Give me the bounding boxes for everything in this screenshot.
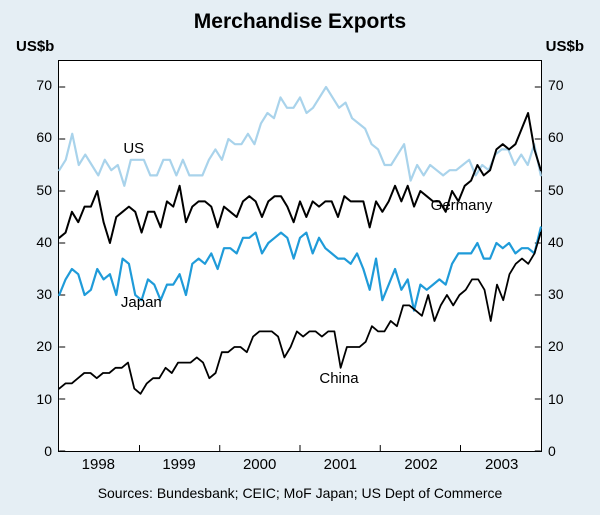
y-axis-label-left: US$b (16, 38, 54, 55)
x-tick: 1999 (162, 456, 195, 473)
sources-text: Sources: Bundesbank; CEIC; MoF Japan; US… (0, 485, 600, 501)
y-tick-right: 70 (548, 77, 564, 93)
x-tick: 2003 (485, 456, 518, 473)
y-tick-right: 30 (548, 286, 564, 302)
plot-area (58, 60, 542, 452)
plot-svg (59, 61, 541, 451)
y-tick-left: 40 (36, 234, 52, 250)
y-tick-left: 20 (36, 338, 52, 354)
x-tick: 2000 (243, 456, 276, 473)
y-tick-right: 60 (548, 129, 564, 145)
chart-container: Merchandise Exports US$b US$b Sources: B… (0, 0, 600, 515)
y-tick-left: 30 (36, 286, 52, 302)
x-tick: 1998 (82, 456, 115, 473)
y-tick-left: 70 (36, 77, 52, 93)
y-tick-right: 20 (548, 338, 564, 354)
y-tick-right: 40 (548, 234, 564, 250)
y-tick-right: 50 (548, 182, 564, 198)
series-label-germany: Germany (431, 197, 493, 214)
chart-title: Merchandise Exports (0, 10, 600, 34)
series-germany (59, 113, 541, 243)
y-tick-left: 60 (36, 129, 52, 145)
y-tick-left: 0 (44, 443, 52, 459)
x-tick: 2001 (324, 456, 357, 473)
x-tick: 2002 (404, 456, 437, 473)
series-label-us: US (123, 140, 144, 157)
series-label-china: China (319, 370, 358, 387)
y-axis-label-right: US$b (546, 38, 584, 55)
y-tick-right: 0 (548, 443, 556, 459)
series-china (59, 233, 541, 394)
y-tick-left: 10 (36, 391, 52, 407)
y-tick-left: 50 (36, 182, 52, 198)
series-us (59, 87, 541, 186)
y-tick-right: 10 (548, 391, 564, 407)
series-label-japan: Japan (121, 294, 162, 311)
